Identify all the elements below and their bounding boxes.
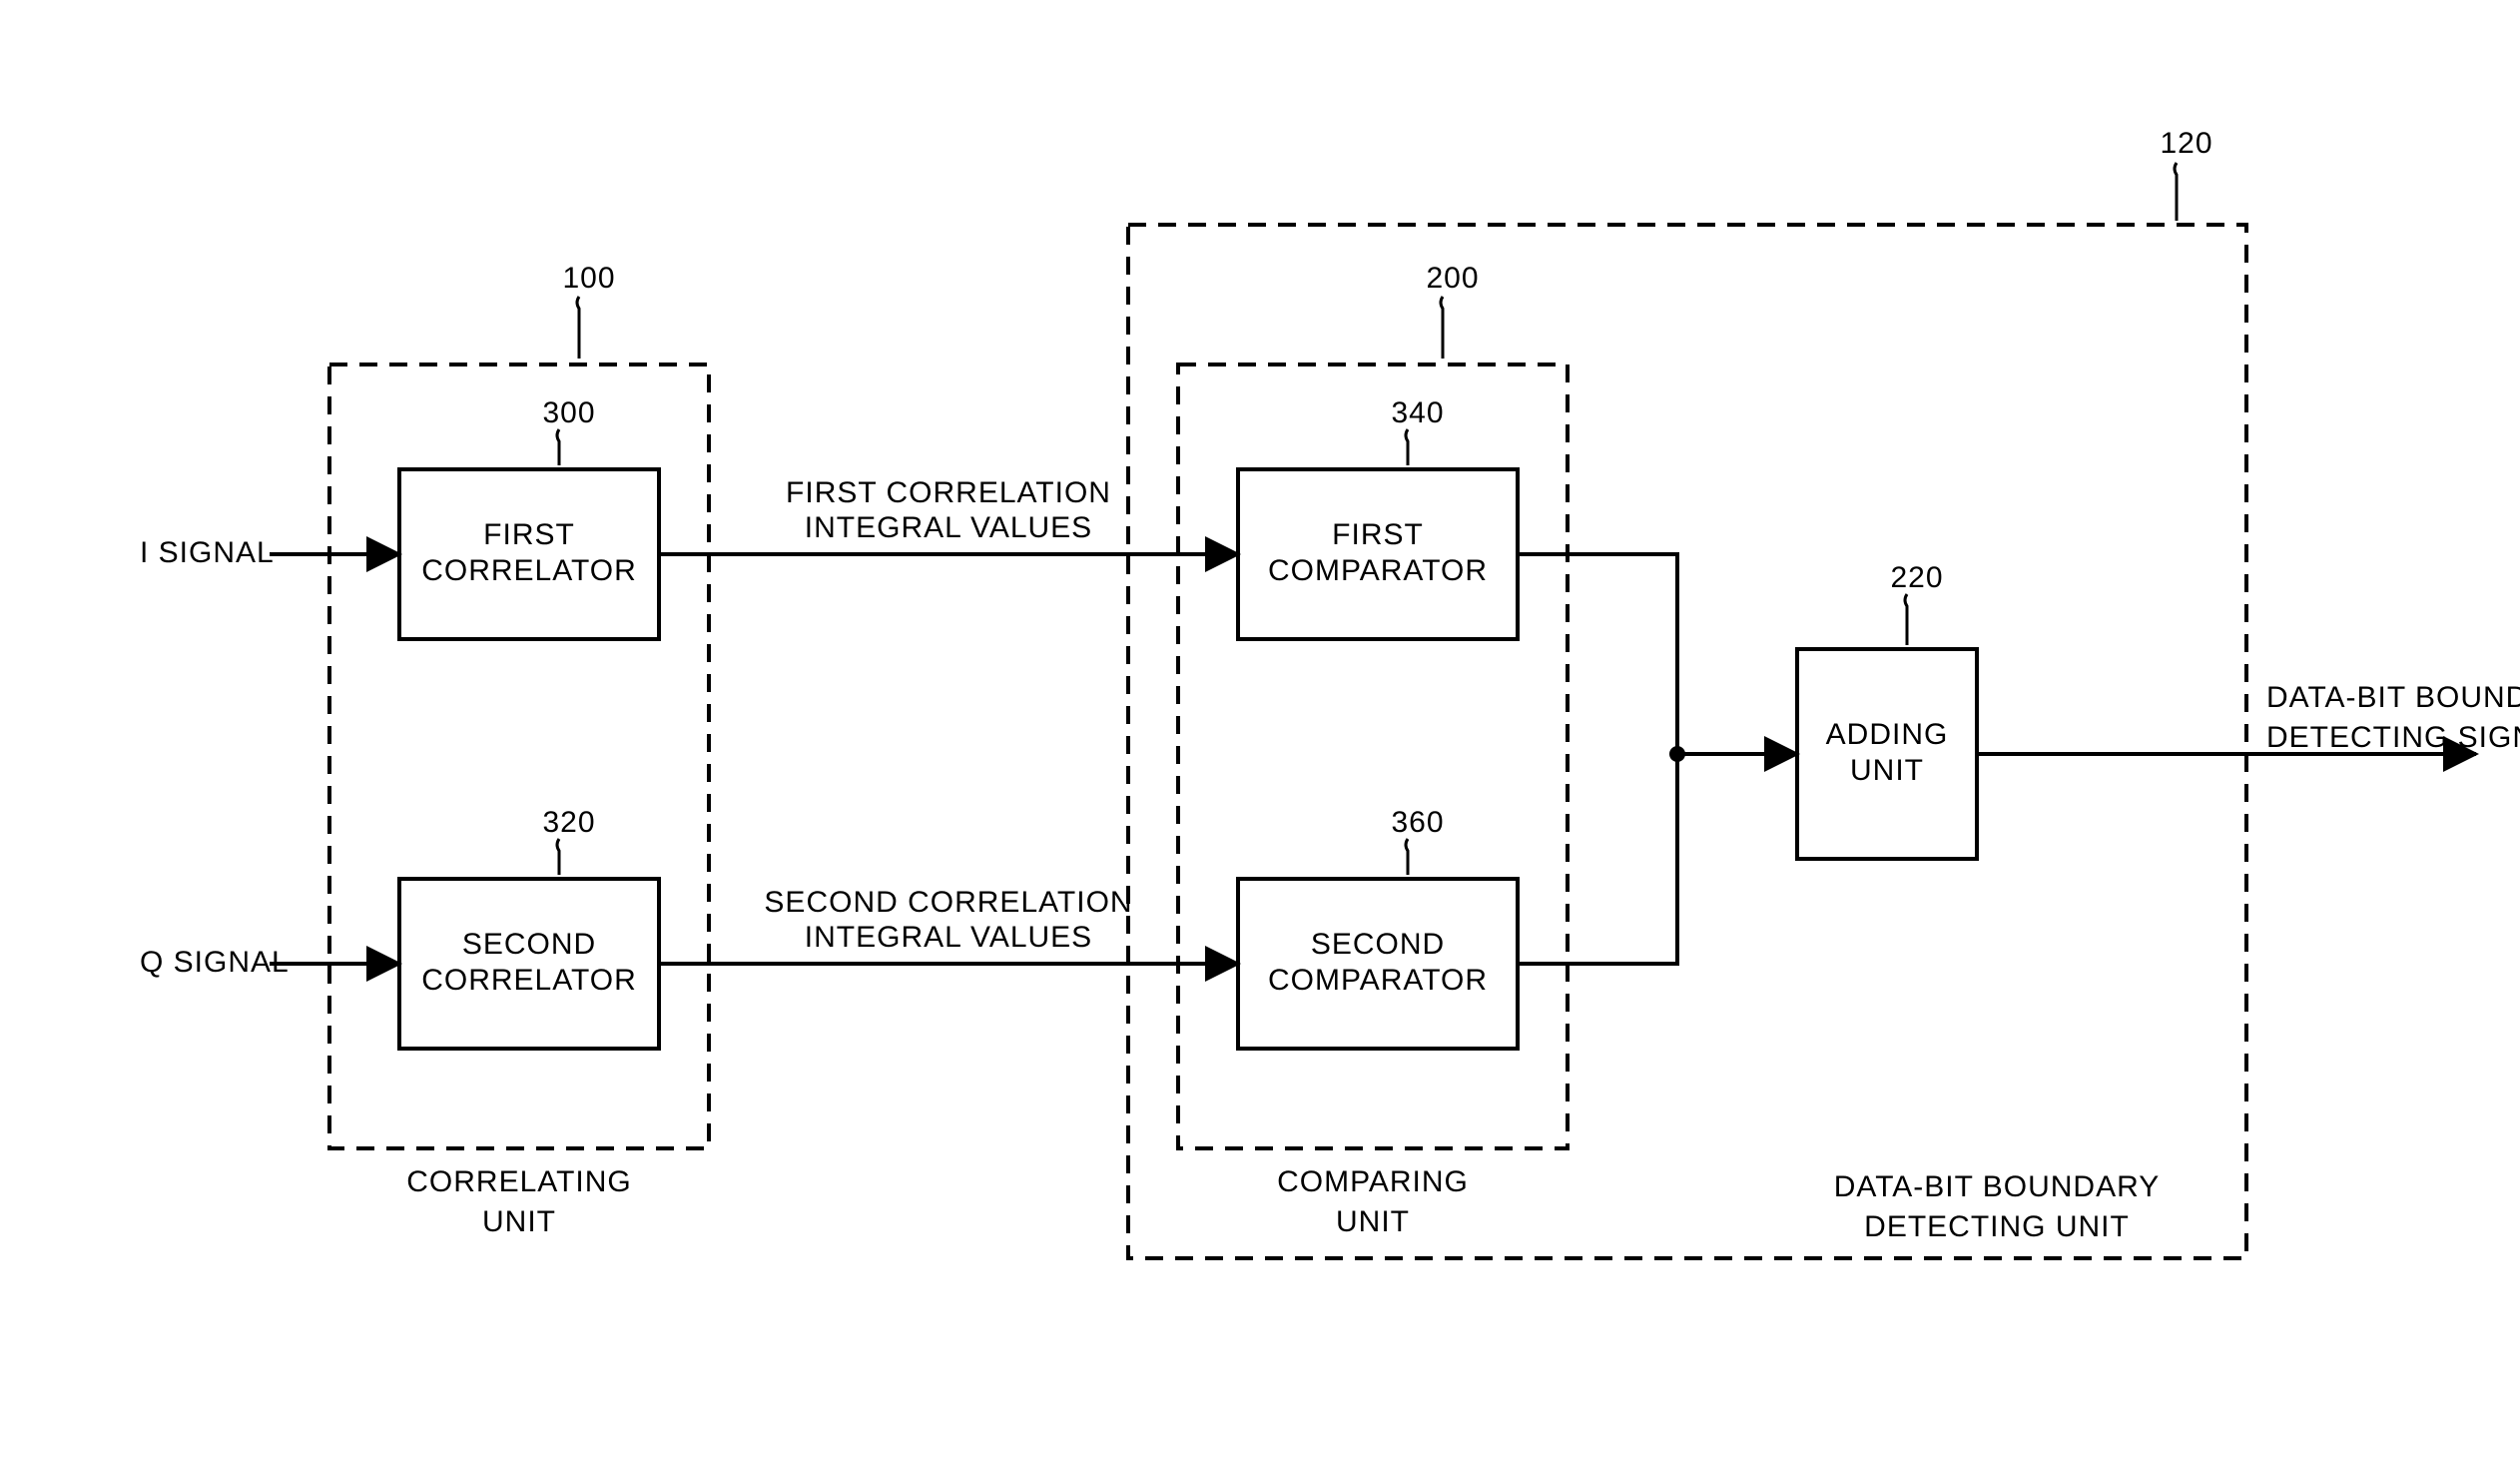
lead-200	[1441, 297, 1443, 359]
adding-unit-l1: ADDING	[1826, 718, 1949, 751]
comparing-unit-caption-1: COMPARING	[1277, 1165, 1469, 1198]
ref-220: 220	[1890, 561, 1943, 594]
lead-100	[577, 297, 579, 359]
ref-340: 340	[1391, 396, 1444, 429]
output-label-2: DETECTING SIGNAL	[2266, 721, 2520, 754]
detecting-unit-box	[1128, 225, 2246, 1258]
mid-lower-l1: SECOND CORRELATION	[764, 886, 1132, 919]
mid-upper-l1: FIRST CORRELATION	[786, 476, 1111, 509]
second-correlator-l1: SECOND	[462, 928, 596, 961]
lead-120	[2175, 163, 2177, 221]
correlating-unit-caption-1: CORRELATING	[406, 1165, 631, 1198]
lead-220	[1905, 594, 1907, 645]
second-comparator-l1: SECOND	[1311, 928, 1445, 961]
ref-120: 120	[2160, 127, 2212, 160]
i-signal-label: I SIGNAL	[140, 536, 275, 569]
wire-upper-to-junction	[1518, 554, 1677, 754]
lead-360	[1406, 839, 1408, 875]
q-signal-label: Q SIGNAL	[140, 946, 290, 979]
detecting-unit-caption-2: DETECTING UNIT	[1864, 1210, 2130, 1243]
output-label-1: DATA-BIT BOUNDARY	[2266, 681, 2520, 714]
detecting-unit-caption-1: DATA-BIT BOUNDARY	[1834, 1170, 2161, 1203]
second-correlator-l2: CORRELATOR	[421, 964, 637, 997]
first-comparator-l1: FIRST	[1332, 518, 1424, 551]
ref-320: 320	[542, 806, 595, 839]
ref-360: 360	[1391, 806, 1444, 839]
first-comparator-l2: COMPARATOR	[1268, 554, 1488, 587]
correlating-unit-caption-2: UNIT	[482, 1205, 556, 1238]
ref-200: 200	[1426, 262, 1479, 295]
comparing-unit-caption-2: UNIT	[1336, 1205, 1410, 1238]
first-correlator-l2: CORRELATOR	[421, 554, 637, 587]
mid-lower-l2: INTEGRAL VALUES	[805, 921, 1092, 954]
first-correlator-l1: FIRST	[483, 518, 575, 551]
ref-100: 100	[562, 262, 615, 295]
lead-320	[557, 839, 559, 875]
lead-300	[557, 429, 559, 465]
ref-300: 300	[542, 396, 595, 429]
lead-340	[1406, 429, 1408, 465]
adding-unit-l2: UNIT	[1850, 754, 1924, 787]
second-comparator-l2: COMPARATOR	[1268, 964, 1488, 997]
mid-upper-l2: INTEGRAL VALUES	[805, 511, 1092, 544]
wire-lower-to-junction	[1518, 754, 1677, 964]
junction-dot	[1669, 746, 1685, 762]
